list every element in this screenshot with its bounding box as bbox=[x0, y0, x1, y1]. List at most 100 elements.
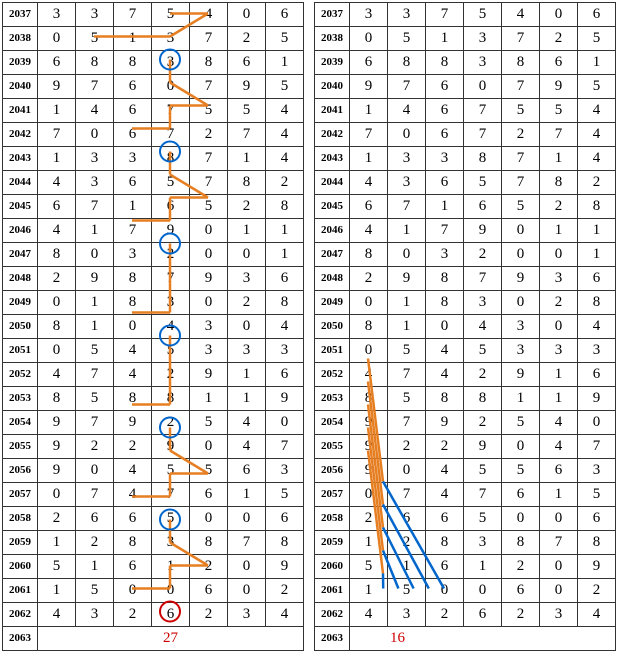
row-label: 2053 bbox=[315, 387, 350, 411]
data-cell: 4 bbox=[350, 171, 388, 195]
data-cell: 7 bbox=[190, 171, 228, 195]
data-cell: 1 bbox=[228, 147, 266, 171]
data-cell: 1 bbox=[152, 555, 190, 579]
row-label: 2046 bbox=[315, 219, 350, 243]
row-label: 2057 bbox=[3, 483, 38, 507]
data-cell: 8 bbox=[426, 51, 464, 75]
data-cell: 4 bbox=[426, 363, 464, 387]
data-cell: 1 bbox=[190, 387, 228, 411]
data-cell: 9 bbox=[190, 363, 228, 387]
data-cell: 0 bbox=[426, 579, 464, 603]
data-cell: 8 bbox=[578, 195, 616, 219]
data-cell: 4 bbox=[350, 219, 388, 243]
data-cell: 3 bbox=[228, 603, 266, 627]
data-cell: 7 bbox=[540, 123, 578, 147]
data-cell: 0 bbox=[388, 243, 426, 267]
data-cell: 1 bbox=[266, 51, 304, 75]
row-label: 2060 bbox=[315, 555, 350, 579]
data-cell: 5 bbox=[464, 459, 502, 483]
data-cell: 9 bbox=[350, 435, 388, 459]
data-cell: 9 bbox=[388, 267, 426, 291]
data-cell: 6 bbox=[578, 267, 616, 291]
data-cell: 2 bbox=[266, 171, 304, 195]
data-cell: 1 bbox=[38, 99, 76, 123]
data-cell: 3 bbox=[266, 459, 304, 483]
row-label: 2044 bbox=[3, 171, 38, 195]
row-label: 2060 bbox=[3, 555, 38, 579]
data-cell: 6 bbox=[426, 75, 464, 99]
data-cell: 7 bbox=[502, 27, 540, 51]
data-cell: 4 bbox=[190, 3, 228, 27]
row-label: 2045 bbox=[3, 195, 38, 219]
row-label: 2038 bbox=[315, 27, 350, 51]
data-cell: 2 bbox=[540, 27, 578, 51]
data-cell: 6 bbox=[350, 195, 388, 219]
data-cell: 4 bbox=[266, 99, 304, 123]
data-cell: 5 bbox=[388, 339, 426, 363]
data-cell: 0 bbox=[540, 3, 578, 27]
data-cell: 5 bbox=[388, 27, 426, 51]
data-cell: 7 bbox=[76, 75, 114, 99]
data-cell: 3 bbox=[228, 267, 266, 291]
right-table: 2037337540620380513725203968838612040976… bbox=[314, 2, 616, 651]
data-cell: 2 bbox=[464, 411, 502, 435]
data-cell: 9 bbox=[76, 267, 114, 291]
data-cell: 4 bbox=[114, 459, 152, 483]
data-cell: 8 bbox=[114, 51, 152, 75]
row-label: 2056 bbox=[3, 459, 38, 483]
data-cell: 1 bbox=[350, 531, 388, 555]
data-cell: 5 bbox=[76, 387, 114, 411]
data-cell: 6 bbox=[502, 579, 540, 603]
data-cell: 4 bbox=[350, 603, 388, 627]
data-cell: 5 bbox=[228, 99, 266, 123]
prediction-cell: 16 bbox=[350, 627, 616, 651]
data-cell: 7 bbox=[388, 195, 426, 219]
data-cell: 3 bbox=[426, 243, 464, 267]
data-cell: 1 bbox=[350, 579, 388, 603]
data-cell: 8 bbox=[190, 531, 228, 555]
data-cell: 3 bbox=[464, 531, 502, 555]
data-cell: 1 bbox=[540, 147, 578, 171]
data-cell: 9 bbox=[266, 387, 304, 411]
data-cell: 8 bbox=[228, 171, 266, 195]
data-cell: 0 bbox=[502, 507, 540, 531]
data-cell: 4 bbox=[578, 315, 616, 339]
data-cell: 2 bbox=[502, 123, 540, 147]
data-cell: 9 bbox=[152, 219, 190, 243]
data-cell: 8 bbox=[426, 387, 464, 411]
row-label: 2058 bbox=[315, 507, 350, 531]
data-cell: 5 bbox=[502, 411, 540, 435]
data-cell: 9 bbox=[540, 75, 578, 99]
data-cell: 2 bbox=[38, 267, 76, 291]
data-cell: 7 bbox=[190, 75, 228, 99]
data-cell: 1 bbox=[228, 219, 266, 243]
data-cell: 0 bbox=[38, 291, 76, 315]
data-cell: 6 bbox=[426, 555, 464, 579]
data-cell: 2 bbox=[228, 195, 266, 219]
data-cell: 6 bbox=[114, 171, 152, 195]
data-cell: 6 bbox=[152, 603, 190, 627]
data-cell: 9 bbox=[350, 75, 388, 99]
data-cell: 2 bbox=[228, 27, 266, 51]
data-cell: 6 bbox=[350, 51, 388, 75]
data-cell: 9 bbox=[38, 75, 76, 99]
data-cell: 7 bbox=[152, 483, 190, 507]
row-label: 2055 bbox=[3, 435, 38, 459]
data-cell: 0 bbox=[350, 27, 388, 51]
data-cell: 8 bbox=[350, 315, 388, 339]
data-cell: 9 bbox=[426, 411, 464, 435]
data-cell: 4 bbox=[76, 99, 114, 123]
data-cell: 5 bbox=[540, 99, 578, 123]
row-label: 2049 bbox=[3, 291, 38, 315]
row-label: 2056 bbox=[315, 459, 350, 483]
data-cell: 3 bbox=[426, 147, 464, 171]
data-cell: 3 bbox=[76, 3, 114, 27]
row-label: 2062 bbox=[3, 603, 38, 627]
data-cell: 2 bbox=[464, 363, 502, 387]
data-cell: 6 bbox=[540, 51, 578, 75]
data-cell: 2 bbox=[152, 243, 190, 267]
data-cell: 0 bbox=[388, 459, 426, 483]
data-cell: 3 bbox=[38, 3, 76, 27]
row-label: 2047 bbox=[315, 243, 350, 267]
data-cell: 5 bbox=[152, 339, 190, 363]
